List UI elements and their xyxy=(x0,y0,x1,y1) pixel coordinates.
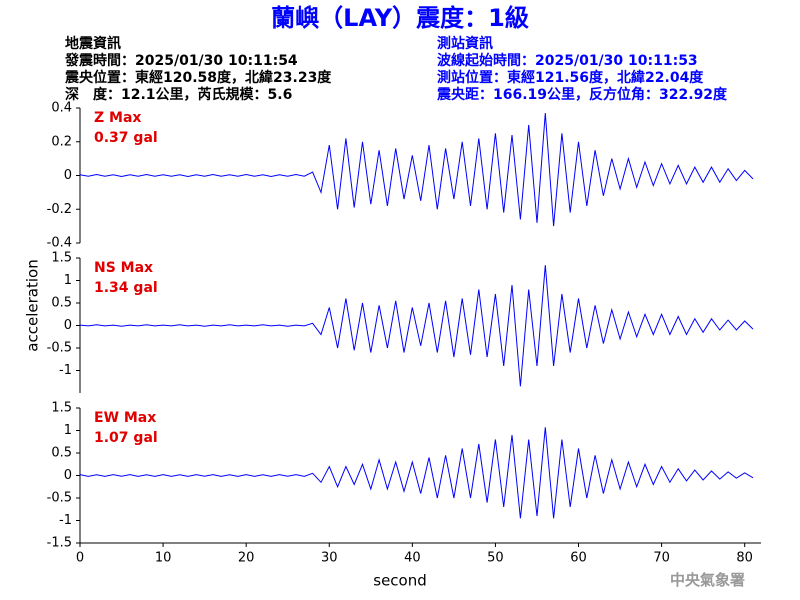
x-axis-label: second xyxy=(373,572,427,590)
y-tick-label: -1 xyxy=(59,363,72,378)
info-left: 地震資訊 xyxy=(65,35,121,52)
waveform xyxy=(79,427,754,519)
x-tick-label: 30 xyxy=(321,551,338,566)
x-tick-label: 20 xyxy=(238,551,255,566)
x-tick-label: 40 xyxy=(404,551,421,566)
x-tick-label: 70 xyxy=(653,551,670,566)
y-tick-label: 1.5 xyxy=(51,251,72,266)
y-tick-label: 0.5 xyxy=(51,446,72,461)
x-tick-label: 50 xyxy=(487,551,504,566)
y-tick-label: 1 xyxy=(64,423,72,438)
y-tick-label: 1.5 xyxy=(51,401,72,416)
watermark: 中央氣象署 xyxy=(670,571,745,589)
y-tick-label: 0.2 xyxy=(51,134,72,149)
info-right: 波線起始時間：2025/01/30 10:11:53 xyxy=(437,52,698,69)
x-tick-label: 0 xyxy=(76,551,84,566)
max-label: 1.07 gal xyxy=(94,430,158,446)
info-left: 深 度：12.1公里，芮氏規模：5.6 xyxy=(65,86,292,103)
y-tick-label: -1 xyxy=(59,513,72,528)
y-tick-label: 0 xyxy=(64,318,72,333)
waveform xyxy=(79,113,754,227)
y-tick-label: -0.4 xyxy=(47,236,72,251)
y-axis-label: acceleration xyxy=(24,259,42,351)
y-tick-label: -1.5 xyxy=(47,536,72,551)
info-right: 測站資訊 xyxy=(437,35,493,52)
title: 蘭嶼（LAY）震度：1級 xyxy=(271,4,529,32)
y-tick-label: 0.4 xyxy=(51,101,72,116)
y-tick-label: -0.5 xyxy=(47,491,72,506)
y-tick-label: -0.5 xyxy=(47,341,72,356)
info-left: 發震時間：2025/01/30 10:11:54 xyxy=(64,52,298,69)
max-label: 1.34 gal xyxy=(94,280,158,296)
max-label: Z Max xyxy=(94,110,141,126)
info-right: 測站位置：東經121.56度，北緯22.04度 xyxy=(437,69,704,86)
y-tick-label: -0.2 xyxy=(47,202,72,217)
info-right: 震央距：166.19公里，反方位角：322.92度 xyxy=(436,86,728,103)
waveform xyxy=(79,265,754,387)
x-tick-label: 80 xyxy=(736,551,753,566)
max-label: EW Max xyxy=(94,410,156,426)
max-label: NS Max xyxy=(94,260,153,276)
y-tick-label: 1 xyxy=(64,273,72,288)
y-tick-label: 0 xyxy=(64,468,72,483)
x-tick-label: 60 xyxy=(570,551,587,566)
y-tick-label: 0 xyxy=(64,168,72,183)
y-tick-label: 0.5 xyxy=(51,296,72,311)
info-left: 震央位置：東經120.58度，北緯23.23度 xyxy=(64,69,332,86)
x-tick-label: 10 xyxy=(155,551,172,566)
max-label: 0.37 gal xyxy=(94,130,158,146)
